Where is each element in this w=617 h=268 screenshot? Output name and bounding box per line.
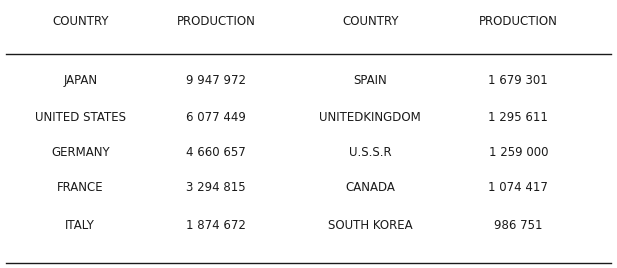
Text: GERMANY: GERMANY bbox=[51, 146, 110, 159]
Text: UNITEDKINGDOM: UNITEDKINGDOM bbox=[320, 111, 421, 124]
Text: UNITED STATES: UNITED STATES bbox=[35, 111, 126, 124]
Text: COUNTRY: COUNTRY bbox=[52, 15, 109, 28]
Text: 3 294 815: 3 294 815 bbox=[186, 181, 246, 194]
Text: 1 679 301: 1 679 301 bbox=[489, 74, 548, 87]
Text: 1 259 000: 1 259 000 bbox=[489, 146, 548, 159]
Text: PRODUCTION: PRODUCTION bbox=[479, 15, 558, 28]
Text: 1 874 672: 1 874 672 bbox=[186, 219, 246, 232]
Text: 1 074 417: 1 074 417 bbox=[488, 181, 549, 194]
Text: JAPAN: JAPAN bbox=[63, 74, 97, 87]
Text: 4 660 657: 4 660 657 bbox=[186, 146, 246, 159]
Text: SPAIN: SPAIN bbox=[354, 74, 387, 87]
Text: CANADA: CANADA bbox=[346, 181, 395, 194]
Text: 9 947 972: 9 947 972 bbox=[186, 74, 246, 87]
Text: ITALY: ITALY bbox=[65, 219, 95, 232]
Text: U.S.S.R: U.S.S.R bbox=[349, 146, 392, 159]
Text: FRANCE: FRANCE bbox=[57, 181, 104, 194]
Text: 986 751: 986 751 bbox=[494, 219, 542, 232]
Text: SOUTH KOREA: SOUTH KOREA bbox=[328, 219, 413, 232]
Text: 6 077 449: 6 077 449 bbox=[186, 111, 246, 124]
Text: PRODUCTION: PRODUCTION bbox=[176, 15, 255, 28]
Text: 1 295 611: 1 295 611 bbox=[488, 111, 549, 124]
Text: COUNTRY: COUNTRY bbox=[342, 15, 399, 28]
